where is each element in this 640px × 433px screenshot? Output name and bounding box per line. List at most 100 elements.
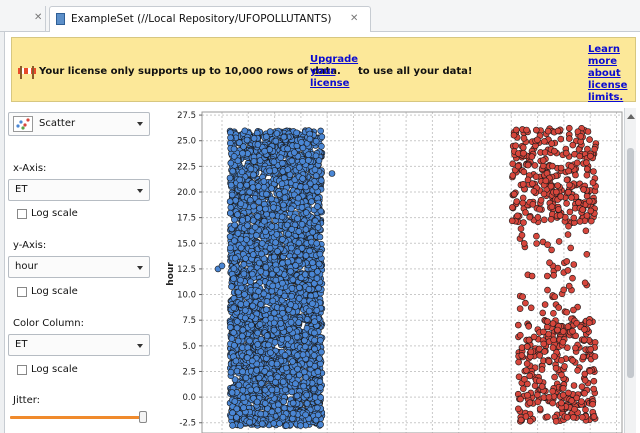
data-point bbox=[288, 285, 296, 292]
tab-exampleset[interactable]: ExampleSet (//Local Repository/UFOPOLLUT… bbox=[49, 6, 371, 33]
jitter-slider-track[interactable] bbox=[10, 416, 146, 419]
data-point bbox=[289, 276, 297, 283]
scroll-up-icon[interactable] bbox=[627, 114, 635, 119]
data-point bbox=[243, 236, 250, 243]
data-point bbox=[230, 153, 238, 160]
data-point bbox=[302, 252, 310, 259]
data-point bbox=[539, 157, 547, 164]
data-point bbox=[268, 386, 276, 394]
plot-type-dropdown[interactable]: Scatter bbox=[8, 112, 150, 136]
data-point bbox=[227, 159, 235, 167]
data-point bbox=[519, 385, 527, 393]
color-log-scale-checkbox[interactable] bbox=[17, 365, 27, 375]
data-point bbox=[568, 194, 575, 201]
data-point bbox=[232, 357, 240, 365]
jitter-slider-handle[interactable] bbox=[139, 411, 147, 423]
data-point bbox=[298, 204, 306, 211]
data-point bbox=[279, 279, 286, 287]
data-point bbox=[518, 352, 526, 359]
data-point bbox=[239, 326, 247, 334]
data-point bbox=[247, 165, 255, 173]
data-point bbox=[312, 183, 319, 191]
data-point bbox=[278, 213, 286, 221]
y-tick-label: 7.5 bbox=[182, 316, 196, 326]
data-point bbox=[268, 195, 275, 203]
close-icon[interactable]: ✕ bbox=[34, 12, 43, 23]
color-column-value: ET bbox=[15, 339, 28, 350]
data-point bbox=[508, 217, 516, 225]
data-point bbox=[589, 179, 597, 186]
data-point bbox=[565, 124, 573, 132]
data-point bbox=[278, 336, 286, 343]
data-point bbox=[538, 383, 546, 390]
data-point bbox=[227, 134, 234, 142]
scrollbar-thumb[interactable] bbox=[627, 148, 634, 378]
data-point bbox=[305, 151, 312, 159]
data-point bbox=[540, 138, 548, 145]
data-point bbox=[544, 318, 551, 325]
data-point bbox=[572, 171, 579, 179]
x-axis-dropdown[interactable]: ET bbox=[8, 179, 150, 201]
data-point bbox=[518, 231, 526, 239]
data-point bbox=[250, 135, 258, 142]
data-point bbox=[581, 376, 589, 384]
y-axis-dropdown[interactable]: hour bbox=[8, 256, 150, 278]
data-point bbox=[591, 145, 598, 153]
data-point bbox=[570, 382, 578, 389]
upgrade-license-link[interactable]: Upgrade your license bbox=[310, 54, 359, 89]
data-point bbox=[555, 304, 563, 311]
y-tick-label: 12.5 bbox=[177, 265, 196, 275]
data-point bbox=[565, 135, 573, 142]
data-point bbox=[237, 276, 244, 284]
data-point bbox=[549, 320, 557, 327]
data-point bbox=[558, 371, 565, 379]
tab-previous[interactable]: ✕ bbox=[0, 6, 46, 32]
data-point bbox=[262, 205, 269, 213]
data-point bbox=[585, 319, 593, 326]
close-icon[interactable]: ✕ bbox=[350, 13, 359, 24]
data-point bbox=[550, 336, 557, 344]
data-point bbox=[240, 270, 248, 278]
data-point bbox=[581, 389, 588, 397]
data-point bbox=[218, 262, 226, 270]
data-point bbox=[281, 352, 289, 359]
data-point bbox=[554, 182, 562, 189]
y-tick-label: 27.5 bbox=[177, 111, 196, 121]
data-point bbox=[295, 194, 302, 202]
data-point bbox=[258, 250, 265, 258]
data-point bbox=[237, 200, 245, 207]
x-log-scale-checkbox[interactable] bbox=[17, 209, 27, 219]
data-point bbox=[239, 394, 247, 402]
color-column-dropdown[interactable]: ET bbox=[8, 334, 150, 356]
data-point bbox=[258, 380, 265, 387]
data-point bbox=[294, 215, 301, 222]
data-point bbox=[270, 158, 278, 166]
data-point bbox=[581, 326, 588, 333]
data-point bbox=[576, 218, 584, 225]
data-point bbox=[287, 319, 295, 326]
data-point bbox=[523, 126, 530, 134]
data-point bbox=[552, 364, 560, 372]
data-point bbox=[566, 208, 574, 216]
y-tick-label: 22.5 bbox=[177, 162, 196, 172]
data-point bbox=[520, 219, 527, 226]
data-point bbox=[589, 400, 597, 408]
data-point bbox=[234, 211, 241, 218]
data-point bbox=[292, 380, 299, 388]
data-point bbox=[549, 387, 556, 395]
y-tick-label: 5.0 bbox=[182, 342, 196, 352]
y-tick-label: -2.5 bbox=[179, 419, 196, 429]
data-point bbox=[549, 162, 556, 170]
data-point bbox=[270, 204, 277, 211]
y-log-scale-checkbox[interactable] bbox=[17, 287, 27, 297]
y-log-scale-label: Log scale bbox=[31, 286, 78, 297]
data-point bbox=[508, 204, 516, 211]
vertical-scrollbar[interactable] bbox=[624, 108, 636, 433]
data-point bbox=[523, 360, 531, 367]
data-point bbox=[263, 332, 271, 339]
learn-more-link[interactable]: Learn more about license limits. bbox=[588, 44, 628, 103]
data-point bbox=[287, 301, 294, 308]
data-point bbox=[235, 381, 243, 389]
data-point bbox=[250, 171, 257, 179]
data-point bbox=[288, 388, 296, 396]
